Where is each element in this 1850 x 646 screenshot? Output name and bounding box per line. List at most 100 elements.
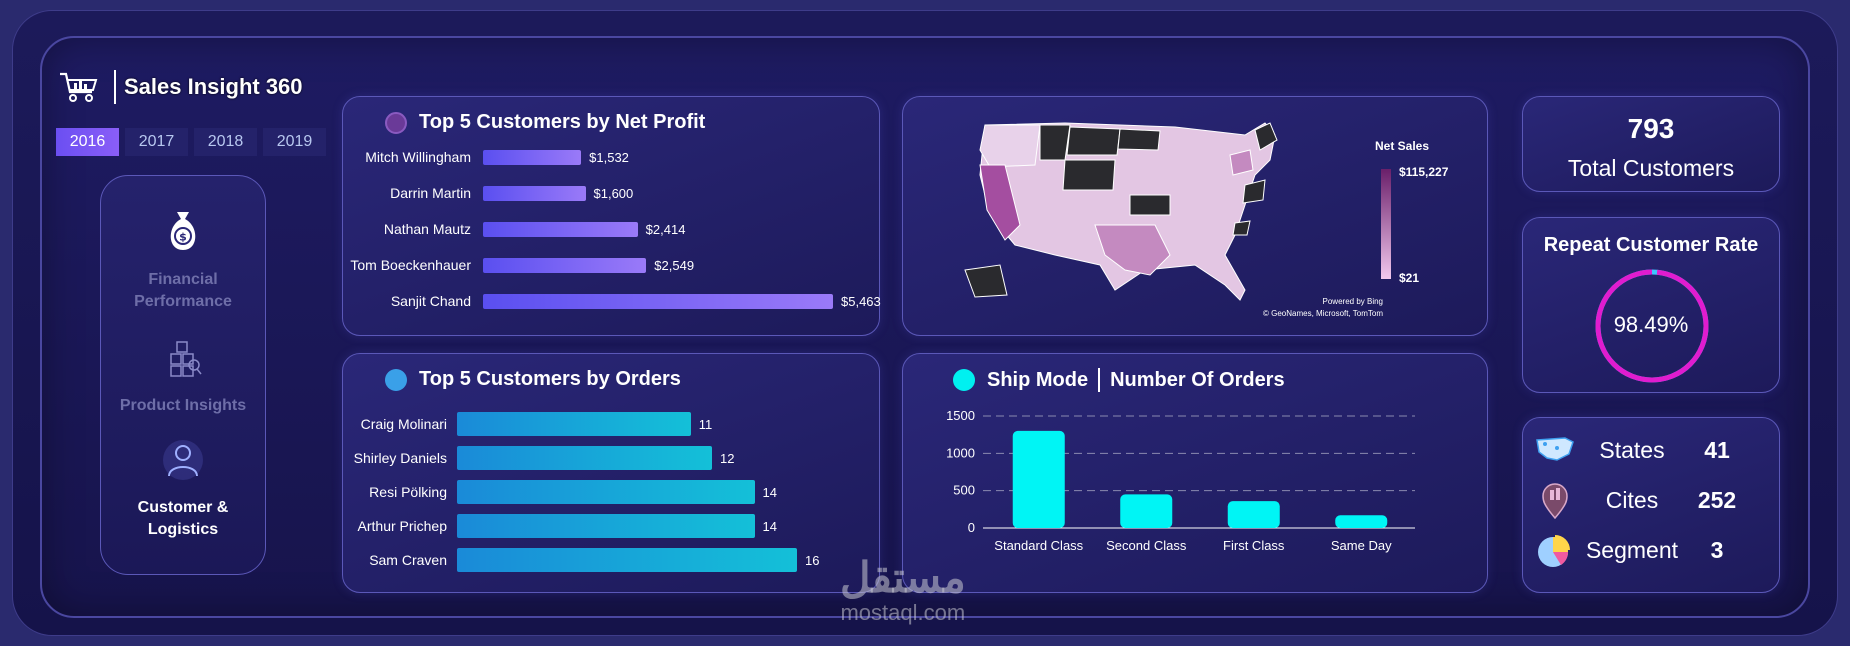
bar-value: 14 — [762, 484, 777, 500]
bar-label: Sanjit Chand — [390, 293, 471, 309]
title-separator — [1098, 368, 1101, 392]
x-tick-label: First Class — [1223, 538, 1285, 553]
orders-dot-icon — [385, 368, 407, 391]
bar-row: Craig Molinari 11 — [343, 412, 712, 436]
bar-label: Nathan Mautz — [383, 221, 471, 237]
geo-stats-card: States 41 Cites 252 Segment 3 — [1522, 417, 1780, 593]
bar-value: $2,549 — [654, 257, 695, 273]
year-tab-2019[interactable]: 2019 — [263, 128, 326, 156]
ship-mode-bar — [1012, 430, 1065, 528]
y-tick-label: 0 — [968, 520, 975, 535]
stat-row-states: States 41 — [1533, 428, 1773, 472]
bar-value: 11 — [698, 416, 713, 432]
nav-label-product: Product Insights — [119, 397, 247, 414]
bar-row: Arthur Prichep 14 — [343, 514, 777, 538]
stat-value-segment: 3 — [1710, 536, 1724, 563]
bar-row: Sanjit Chand $5,463 — [343, 293, 881, 309]
boxes-icon — [170, 341, 202, 377]
bar — [483, 257, 647, 273]
bar-row: Resi Pölking 14 — [343, 480, 777, 504]
top-orders-card: Top 5 Customers by Orders Craig Molinari… — [342, 353, 880, 593]
y-tick-label: 1000 — [946, 445, 975, 460]
app-logo: Sales Insight 360 — [58, 70, 303, 104]
stat-name-states: States — [1599, 436, 1665, 463]
repeat-rate-ring — [1595, 269, 1709, 383]
x-tick-label: Second Class — [1106, 538, 1187, 553]
repeat-rate-title: Repeat Customer Rate — [1543, 234, 1759, 256]
nav-customer-logistics[interactable]: Customer & Logistics — [101, 438, 265, 541]
ship-mode-card: Ship Mode Number Of Orders 0 500 1000 1500 S… — [902, 353, 1488, 593]
ship-mode-bar — [1335, 515, 1388, 528]
watermark-latin: mostaql.com — [840, 600, 966, 625]
x-tick-label: Same Day — [1331, 538, 1392, 553]
bar — [483, 221, 638, 237]
top-profit-card: Top 5 Customers by Net Profit Mitch Will… — [342, 96, 881, 336]
customer-icon — [163, 440, 203, 480]
bar-label: Tom Boeckenhauer — [350, 257, 471, 273]
map-legend-gradient — [1381, 169, 1391, 279]
bar-row: Tom Boeckenhauer $2,549 — [343, 257, 694, 273]
stat-row-cities: Cites 252 — [1533, 478, 1773, 522]
bar — [457, 548, 797, 572]
bar — [483, 293, 833, 309]
ship-mode-chart: 0 500 1000 1500 Standard Class Second Class Fi… — [946, 408, 1415, 553]
net-sales-map-card: Net Sales $115,227 $21 Powered by Bing ©… — [902, 96, 1488, 336]
watermark-arabic: مستقل — [840, 554, 966, 601]
map-legend-title: Net Sales — [1375, 139, 1430, 153]
nav-label-financial: Financial Performance — [134, 271, 232, 310]
bar-row: Mitch Willingham $1,532 — [343, 149, 629, 165]
bar-label: Shirley Daniels — [353, 450, 447, 466]
bar — [483, 149, 582, 165]
profit-card-title: Top 5 Customers by Net Profit — [419, 111, 706, 133]
bar-value: $1,532 — [589, 149, 629, 165]
map-credit-bing: Powered by Bing — [1322, 297, 1383, 306]
repeat-rate-value: 98.49% — [1613, 312, 1689, 337]
bar-row: Darrin Martin $1,600 — [343, 185, 633, 201]
stat-row-segment: Segment 3 — [1533, 528, 1773, 572]
bar-value: 16 — [805, 552, 820, 568]
us-map-icon — [1536, 437, 1574, 461]
total-customers-label: Total Customers — [1567, 155, 1735, 181]
year-tab-2017[interactable]: 2017 — [125, 128, 188, 156]
ship-mode-bar — [1227, 501, 1280, 528]
nav-financial-performance[interactable]: $ Financial Performance — [101, 208, 265, 313]
bar-value: 12 — [720, 450, 735, 466]
bar-value: $1,600 — [593, 185, 634, 201]
bar-row: Nathan Mautz $2,414 — [343, 221, 686, 237]
bar-row: Shirley Daniels 12 — [343, 446, 734, 470]
repeat-rate-card: Repeat Customer Rate 98.49% — [1522, 217, 1780, 393]
profit-dot-icon — [385, 111, 407, 134]
bar — [457, 480, 755, 504]
us-net-sales-map[interactable] — [945, 105, 1345, 330]
stat-value-states: 41 — [1704, 436, 1730, 463]
year-tab-2016[interactable]: 2016 — [56, 128, 119, 156]
x-tick-label: Standard Class — [994, 538, 1083, 553]
bar-value: $2,414 — [645, 221, 686, 237]
y-tick-label: 500 — [953, 483, 975, 498]
ship-dot-icon — [953, 369, 975, 391]
bar — [457, 446, 712, 470]
city-pin-icon — [1542, 483, 1568, 520]
total-customers-card: 793 Total Customers — [1522, 96, 1780, 192]
bar — [457, 514, 755, 538]
bar — [483, 185, 586, 201]
orders-card-title: Top 5 Customers by Orders — [419, 368, 681, 390]
bar-label: Darrin Martin — [390, 185, 471, 201]
year-selector: 2016 2017 2018 2019 — [56, 128, 326, 156]
stat-name-segment: Segment — [1585, 536, 1679, 563]
bar-label: Sam Craven — [369, 552, 447, 568]
nav-product-insights[interactable]: Product Insights — [101, 338, 265, 417]
bar-label: Arthur Prichep — [357, 518, 447, 534]
map-credit-sources: © GeoNames, Microsoft, TomTom — [1263, 309, 1383, 318]
ship-card-title-a: Ship Mode — [987, 368, 1089, 391]
bar-label: Craig Molinari — [360, 416, 447, 432]
stat-name-cities: Cites — [1605, 486, 1659, 513]
year-tab-2018[interactable]: 2018 — [194, 128, 257, 156]
app-title: Sales Insight 360 — [124, 74, 303, 99]
bar-label: Mitch Willingham — [365, 149, 471, 165]
cart-chart-icon — [60, 72, 98, 102]
pie-chart-icon — [1538, 535, 1570, 567]
money-bag-icon: $ — [170, 212, 196, 250]
bar — [457, 412, 691, 436]
nav-label-customer: Customer & Logistics — [137, 499, 229, 538]
